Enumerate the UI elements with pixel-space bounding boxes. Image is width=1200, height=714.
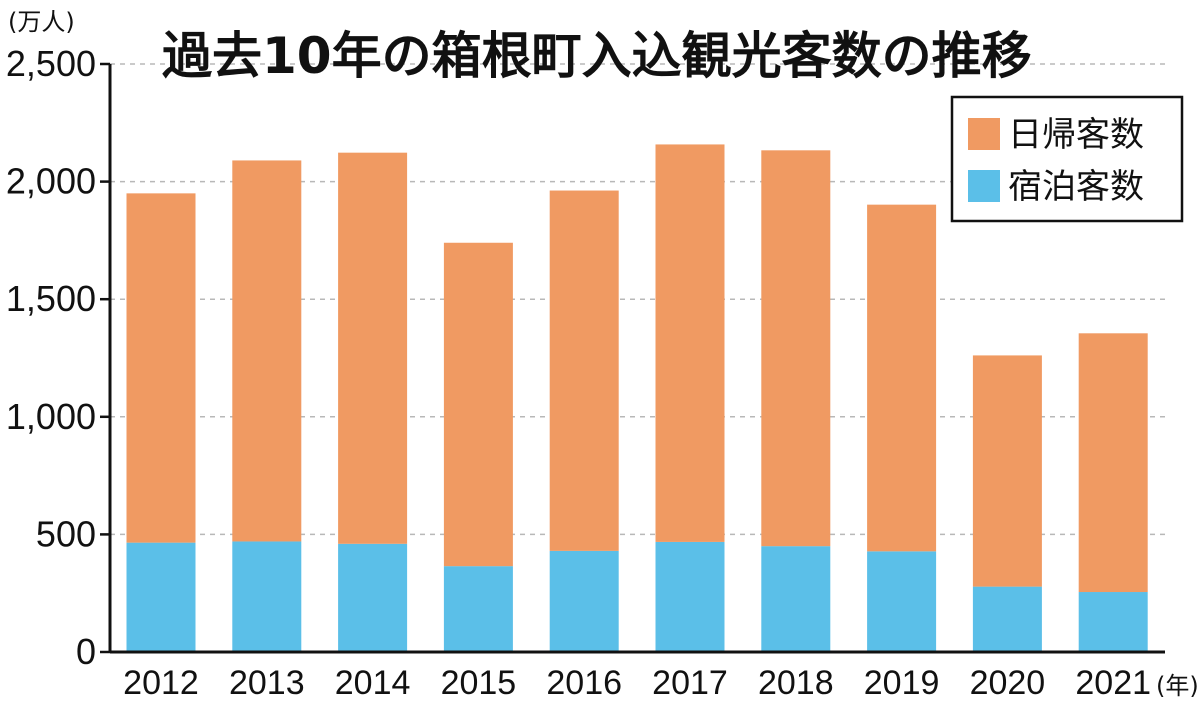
- x-tick-label: 2021: [1075, 664, 1151, 702]
- bar-daytrip: [867, 204, 937, 552]
- y-unit-label: (万人): [8, 8, 75, 36]
- bar-daytrip: [232, 160, 302, 542]
- legend: 日帰客数 宿泊客数: [950, 95, 1184, 223]
- y-tick-label: 1,000: [6, 396, 96, 437]
- x-tick-label: 2015: [441, 664, 517, 702]
- x-tick-label: 2012: [123, 664, 199, 702]
- bar-overnight: [761, 546, 831, 652]
- y-tick-label: 2,500: [6, 43, 96, 84]
- legend-label-overnight: 宿泊客数: [1008, 167, 1144, 207]
- y-tick-label: 2,000: [6, 161, 96, 202]
- x-tick-label: 2019: [864, 664, 940, 702]
- bar-daytrip: [443, 242, 513, 567]
- x-tick-label: 2013: [229, 664, 305, 702]
- y-tick-label: 1,500: [6, 278, 96, 319]
- bar-overnight: [867, 551, 937, 652]
- legend-label-daytrip: 日帰客数: [1008, 115, 1144, 155]
- y-tick-labels: 0 500 1,000 1,500 2,000 2,500: [6, 43, 96, 672]
- x-tick-label: 2016: [546, 664, 622, 702]
- bar-daytrip: [549, 190, 619, 551]
- bar-daytrip: [338, 152, 408, 544]
- x-unit-label: (年): [1156, 672, 1199, 700]
- bar-daytrip: [761, 150, 831, 547]
- bar-overnight: [549, 550, 619, 652]
- y-tick-label: 0: [76, 631, 96, 672]
- bar-overnight: [443, 566, 513, 652]
- bar-daytrip: [972, 355, 1042, 587]
- bar-overnight: [1078, 592, 1148, 652]
- bar-overnight: [126, 542, 196, 652]
- x-tick-label: 2020: [970, 664, 1046, 702]
- legend-swatch-overnight: [968, 170, 1000, 202]
- axes: [100, 62, 1165, 654]
- x-tick-label: 2018: [758, 664, 834, 702]
- bar-overnight: [338, 543, 408, 652]
- bar-daytrip: [1078, 333, 1148, 593]
- bar-overnight: [655, 541, 725, 652]
- legend-swatch-daytrip: [968, 118, 1000, 150]
- chart-title: 過去10年の箱根町入込観光客数の推移: [162, 27, 1032, 85]
- y-tick-label: 500: [36, 513, 96, 554]
- x-tick-label: 2014: [335, 664, 411, 702]
- bar-overnight: [972, 586, 1042, 652]
- bars: [126, 144, 1148, 652]
- x-tick-label: 2017: [652, 664, 728, 702]
- bar-daytrip: [126, 193, 196, 543]
- bar-overnight: [232, 541, 302, 652]
- x-tick-labels: 2012 2013 2014 2015 2016 2017 2018 2019 2020 2021: [123, 664, 1151, 702]
- bar-daytrip: [655, 144, 725, 542]
